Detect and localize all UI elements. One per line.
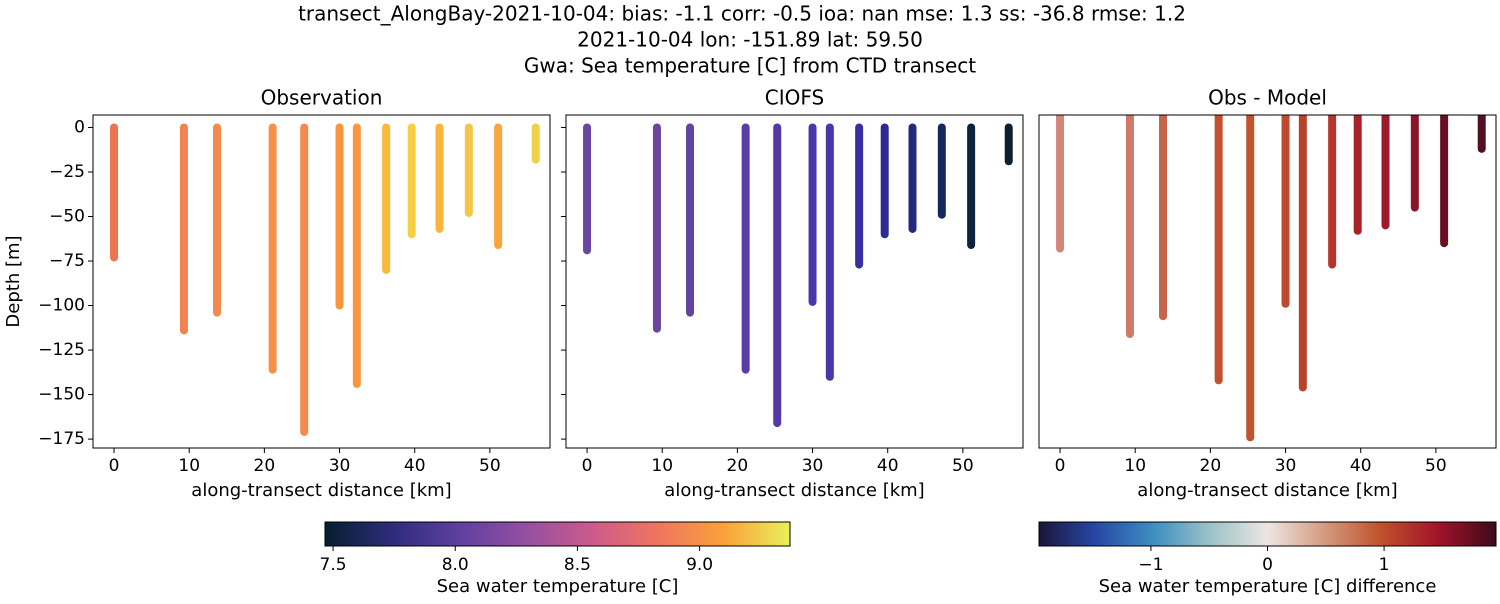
y-tick-label: −175 <box>38 429 85 449</box>
axes-frame <box>1038 114 1497 449</box>
colorbar-label: Sea water temperature [C] difference <box>1099 576 1437 597</box>
x-tick-label: 0 <box>582 456 593 476</box>
x-tick-label: 20 <box>1200 456 1222 476</box>
x-tick-label: 40 <box>877 456 899 476</box>
x-axis-label: along-transect distance [km] <box>664 480 924 501</box>
colorbar-tick-label: 8.5 <box>564 555 591 575</box>
colorbar-tick-label: 1 <box>1379 555 1390 575</box>
x-tick-label: 20 <box>727 456 749 476</box>
colorbar-label: Sea water temperature [C] <box>437 576 679 597</box>
x-tick-label: 50 <box>952 456 974 476</box>
colorbar <box>1038 521 1497 547</box>
colorbar <box>324 521 791 547</box>
x-axis-label: along-transect distance [km] <box>1137 480 1397 501</box>
panel-title t20: Observation <box>261 86 383 110</box>
colorbar-tick-label: 8.0 <box>442 555 469 575</box>
y-tick-label: −150 <box>38 385 85 405</box>
y-tick-label: −100 <box>38 296 85 316</box>
suptitle: Gwa: Sea temperature [C] from CTD transe… <box>524 54 976 78</box>
x-tick-label: 30 <box>1275 456 1297 476</box>
panel-title t20: Obs - Model <box>1208 86 1327 110</box>
x-tick-label: 10 <box>651 456 673 476</box>
axes-frame <box>92 114 551 449</box>
x-tick-label: 20 <box>254 456 276 476</box>
suptitle: 2021-10-04 lon: -151.89 lat: 59.50 <box>577 28 923 52</box>
x-tick-label: 10 <box>178 456 200 476</box>
y-axis-label: Depth [m] <box>3 235 24 327</box>
plot-area <box>583 123 1013 428</box>
x-tick-label: 10 <box>1124 456 1146 476</box>
panel-title t20: CIOFS <box>765 86 824 110</box>
colorbar-tick-label: 9.0 <box>686 555 713 575</box>
x-tick-label: 40 <box>1350 456 1372 476</box>
colorbar-tick-label: −1 <box>1138 555 1163 575</box>
colorbar-tick-label: 7.5 <box>320 555 347 575</box>
y-tick-label: 0 <box>74 117 85 137</box>
x-tick-label: 0 <box>1055 456 1066 476</box>
x-axis-label: along-transect distance [km] <box>191 480 451 501</box>
x-tick-label: 50 <box>479 456 501 476</box>
x-tick-label: 30 <box>329 456 351 476</box>
suptitle: transect_AlongBay-2021-10-04: bias: -1.1… <box>298 2 1186 26</box>
y-tick-label: −25 <box>49 162 85 182</box>
x-tick-label: 40 <box>404 456 426 476</box>
y-tick-label: −125 <box>38 340 85 360</box>
x-tick-label: 0 <box>109 456 120 476</box>
axes-frame <box>565 114 1024 449</box>
y-tick-label: −75 <box>49 251 85 271</box>
x-tick-label: 30 <box>802 456 824 476</box>
y-tick-label: −50 <box>49 207 85 227</box>
colorbar-tick-label: 0 <box>1262 555 1273 575</box>
x-tick-label: 50 <box>1425 456 1447 476</box>
plot-area <box>110 123 540 436</box>
plot-area <box>1056 115 1486 442</box>
